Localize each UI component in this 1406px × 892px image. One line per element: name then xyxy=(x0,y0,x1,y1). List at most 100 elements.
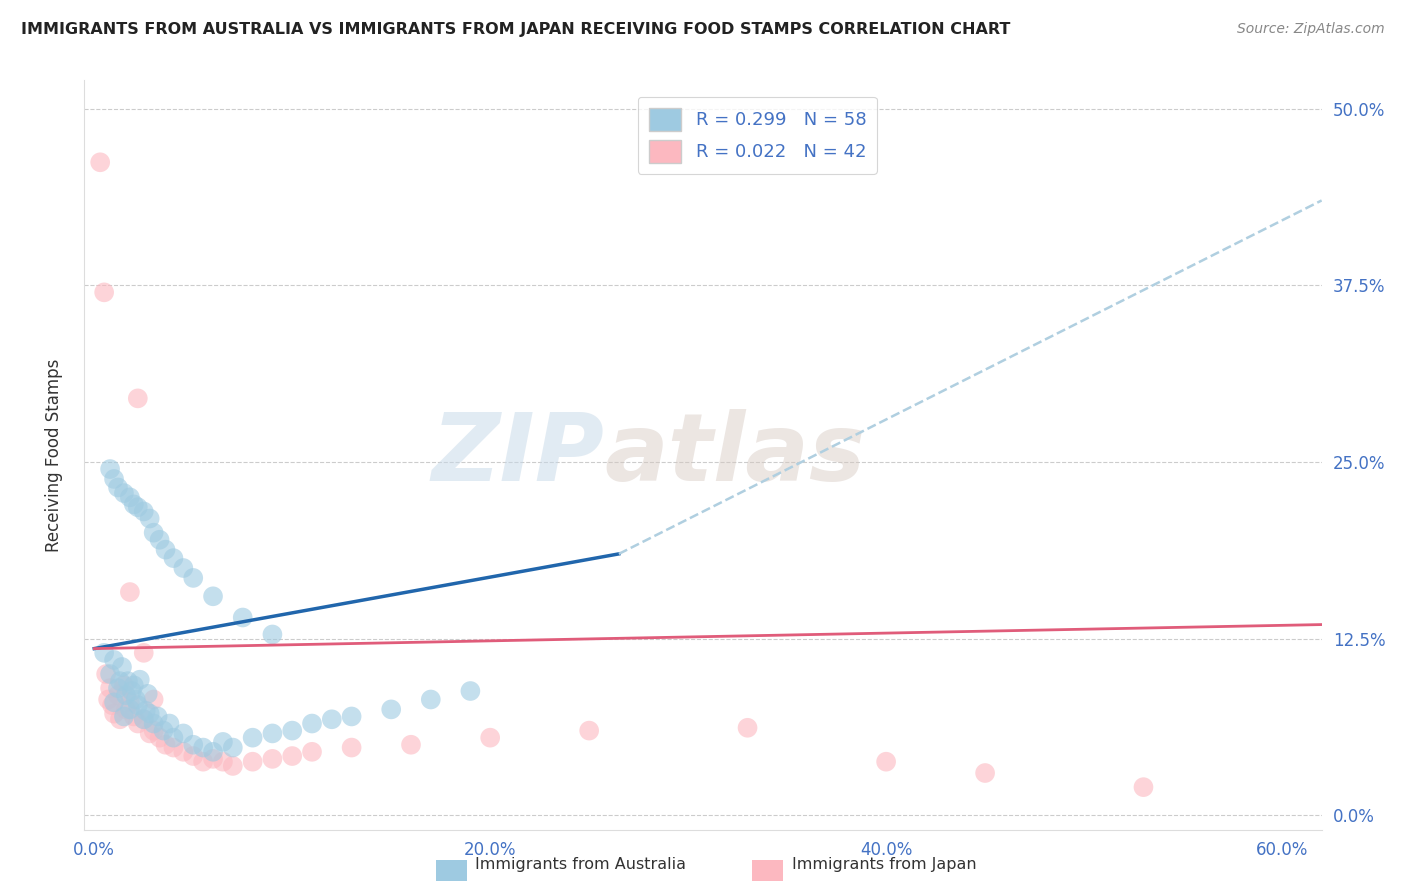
Point xyxy=(142,525,165,540)
Point xyxy=(142,716,165,731)
Point xyxy=(112,678,135,692)
Point xyxy=(419,692,441,706)
Point xyxy=(242,731,264,745)
Legend: R = 0.299   N = 58, R = 0.022   N = 42: R = 0.299 N = 58, R = 0.022 N = 42 xyxy=(638,97,877,174)
Point xyxy=(262,752,284,766)
Point xyxy=(262,726,284,740)
Point xyxy=(181,571,204,585)
Point xyxy=(132,646,155,660)
Point xyxy=(125,692,148,706)
Point xyxy=(340,709,363,723)
Point xyxy=(117,674,139,689)
Point xyxy=(181,749,204,764)
Point xyxy=(162,740,184,755)
Point xyxy=(138,706,160,721)
Point xyxy=(132,712,155,726)
Point xyxy=(222,759,245,773)
Point xyxy=(94,667,117,681)
Point xyxy=(138,511,160,525)
Text: atlas: atlas xyxy=(605,409,865,501)
Point xyxy=(191,740,214,755)
Point xyxy=(172,726,194,740)
Point xyxy=(98,667,121,681)
Point xyxy=(202,589,225,603)
Point xyxy=(127,500,149,515)
Point xyxy=(103,695,125,709)
Point xyxy=(132,712,155,726)
Point xyxy=(107,681,129,696)
Point xyxy=(107,480,129,494)
Point xyxy=(142,692,165,706)
Point xyxy=(118,585,141,599)
Point xyxy=(152,723,174,738)
Point xyxy=(89,155,111,169)
Point xyxy=(122,678,145,692)
Point xyxy=(103,706,125,721)
Point xyxy=(132,504,155,518)
Point xyxy=(212,755,235,769)
Point xyxy=(122,709,145,723)
Point xyxy=(301,716,323,731)
Text: ZIP: ZIP xyxy=(432,409,605,501)
Point xyxy=(127,698,149,713)
Point xyxy=(111,660,134,674)
Text: IMMIGRANTS FROM AUSTRALIA VS IMMIGRANTS FROM JAPAN RECEIVING FOOD STAMPS CORRELA: IMMIGRANTS FROM AUSTRALIA VS IMMIGRANTS … xyxy=(21,22,1011,37)
Point xyxy=(737,721,759,735)
Point xyxy=(121,684,143,698)
Point xyxy=(127,392,149,406)
Point xyxy=(262,627,284,641)
Point xyxy=(1132,780,1154,794)
Point xyxy=(281,749,304,764)
Point xyxy=(115,688,138,702)
Point xyxy=(149,533,172,547)
Point xyxy=(93,646,115,660)
Point xyxy=(162,731,184,745)
Point xyxy=(232,610,254,624)
Text: Source: ZipAtlas.com: Source: ZipAtlas.com xyxy=(1237,22,1385,37)
Point xyxy=(162,551,184,566)
Point xyxy=(155,542,177,557)
Point xyxy=(142,723,165,738)
Point xyxy=(479,731,502,745)
Point xyxy=(118,702,141,716)
Point xyxy=(122,497,145,511)
Point xyxy=(138,726,160,740)
Y-axis label: Receiving Food Stamps: Receiving Food Stamps xyxy=(45,359,63,551)
Point xyxy=(115,702,138,716)
Point xyxy=(578,723,600,738)
Point xyxy=(460,684,482,698)
Point xyxy=(107,688,129,702)
Point xyxy=(97,692,120,706)
Point xyxy=(93,285,115,300)
Text: Immigrants from Japan: Immigrants from Japan xyxy=(792,857,976,872)
Point xyxy=(118,695,141,709)
Point xyxy=(112,709,135,723)
Point xyxy=(108,674,131,689)
Point xyxy=(974,766,997,780)
Point xyxy=(222,740,245,755)
Point xyxy=(191,755,214,769)
Point xyxy=(112,486,135,500)
Point xyxy=(321,712,343,726)
Point xyxy=(108,712,131,726)
Point xyxy=(202,745,225,759)
Point xyxy=(135,704,157,718)
Point xyxy=(103,653,125,667)
Point xyxy=(172,745,194,759)
Point xyxy=(136,687,159,701)
Point xyxy=(875,755,897,769)
Point xyxy=(98,462,121,476)
Point xyxy=(128,673,150,687)
Point xyxy=(118,491,141,505)
Point xyxy=(127,716,149,731)
Point xyxy=(172,561,194,575)
Point xyxy=(212,735,235,749)
Point xyxy=(281,723,304,738)
Point xyxy=(202,752,225,766)
Point xyxy=(340,740,363,755)
Point xyxy=(98,681,121,696)
Point xyxy=(159,716,181,731)
Point xyxy=(103,472,125,486)
Point xyxy=(149,731,172,745)
Point xyxy=(101,698,124,713)
